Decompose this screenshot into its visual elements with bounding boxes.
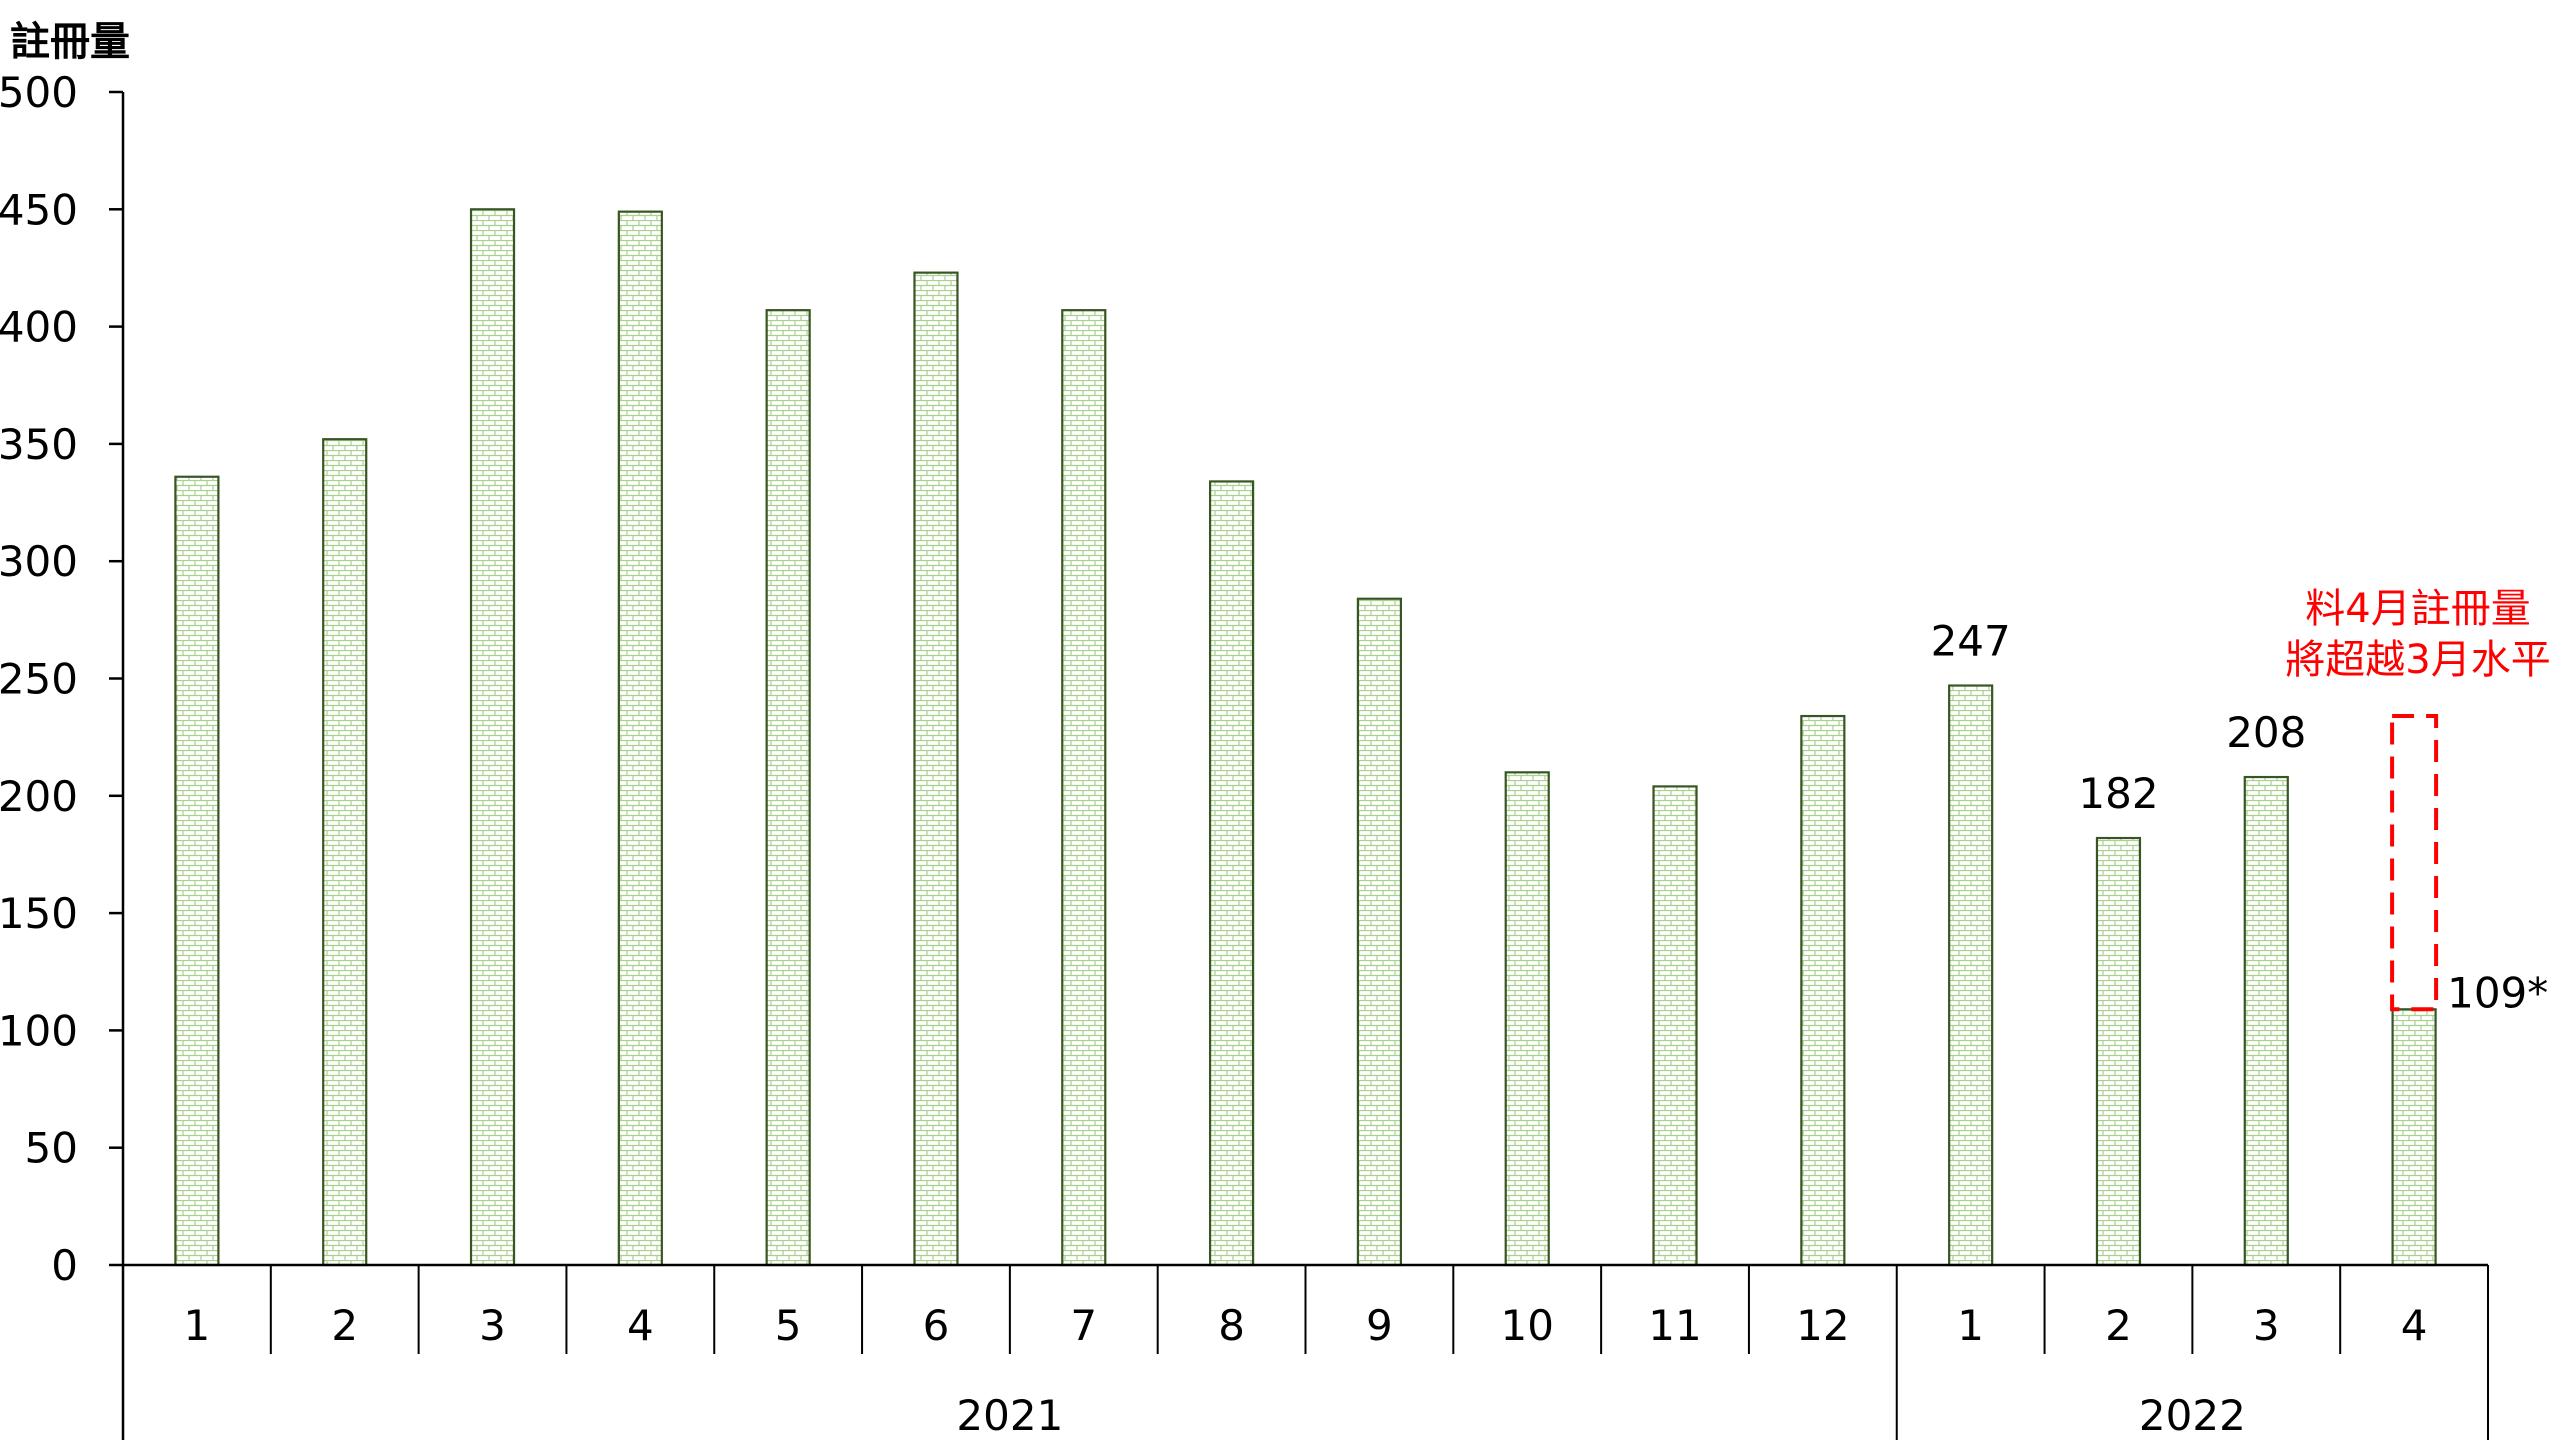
bar (1208, 480, 1255, 1267)
y-tick-label: 350 (0, 420, 78, 469)
bar (1061, 309, 1107, 1267)
y-tick-label: 150 (0, 889, 78, 938)
y-axis-title: 註冊量 (10, 19, 130, 65)
bar (617, 210, 663, 1267)
bar (174, 475, 220, 1267)
y-axis: 0 50 100 150 200 250 300 350 400 450 500 (0, 68, 125, 1440)
x-tick-label: 3 (2253, 1301, 2280, 1350)
x-tick-label: 2 (2105, 1301, 2132, 1350)
annotation-line-1: 料4月註冊量 (2305, 586, 2530, 632)
bar (765, 309, 811, 1267)
x-tick-label: 10 (1500, 1301, 1553, 1350)
bar (913, 271, 959, 1267)
bars (174, 208, 2437, 1267)
y-tick-label: 250 (0, 655, 78, 704)
x-tick-label: 2 (331, 1301, 358, 1350)
x-tick-label: 6 (923, 1301, 950, 1350)
y-tick-label: 500 (0, 68, 78, 117)
x-tick-label: 5 (775, 1301, 802, 1350)
y-tick-label: 50 (25, 1124, 78, 1173)
data-label: 182 (2078, 769, 2158, 818)
x-tick-label: 4 (627, 1301, 654, 1350)
y-tick-label: 300 (0, 537, 78, 586)
x-tick-label: 1 (184, 1301, 211, 1350)
bar (1948, 684, 1994, 1267)
bar (1652, 785, 1698, 1267)
x-tick-label: 11 (1648, 1301, 1701, 1350)
x-tick-label: 4 (2401, 1301, 2428, 1350)
bar (1800, 714, 1846, 1267)
projection-dashed-box (2390, 714, 2439, 1012)
y-tick-label: 0 (51, 1241, 78, 1290)
bar (1504, 771, 1550, 1267)
bar (469, 208, 516, 1267)
x-tick-label: 12 (1796, 1301, 1849, 1350)
data-label: 247 (1931, 617, 2011, 666)
y-tick-label: 100 (0, 1006, 78, 1055)
x-tick-label: 7 (1070, 1301, 1097, 1350)
data-label: 109* (2447, 968, 2548, 1017)
x-tick-label: 1 (1957, 1301, 1984, 1350)
bar (2243, 775, 2289, 1267)
y-tick-label: 200 (0, 772, 78, 821)
data-labels: 247 182 208 109* (1931, 617, 2549, 1018)
group-label: 2022 (2139, 1391, 2246, 1440)
annotation: 料4月註冊量 將超越3月水平 (2285, 586, 2551, 1012)
x-tick-label: 3 (479, 1301, 506, 1350)
y-tick-label: 400 (0, 303, 78, 352)
bar (322, 438, 368, 1267)
y-tick-label: 450 (0, 185, 78, 234)
bar (1356, 597, 1403, 1267)
bar (2095, 836, 2142, 1267)
bar (2391, 1008, 2437, 1267)
x-tick-label: 8 (1218, 1301, 1245, 1350)
group-label: 2021 (956, 1391, 1063, 1440)
x-tick-label: 9 (1366, 1301, 1393, 1350)
data-label: 208 (2226, 708, 2306, 757)
annotation-line-2: 將超越3月水平 (2285, 637, 2550, 683)
